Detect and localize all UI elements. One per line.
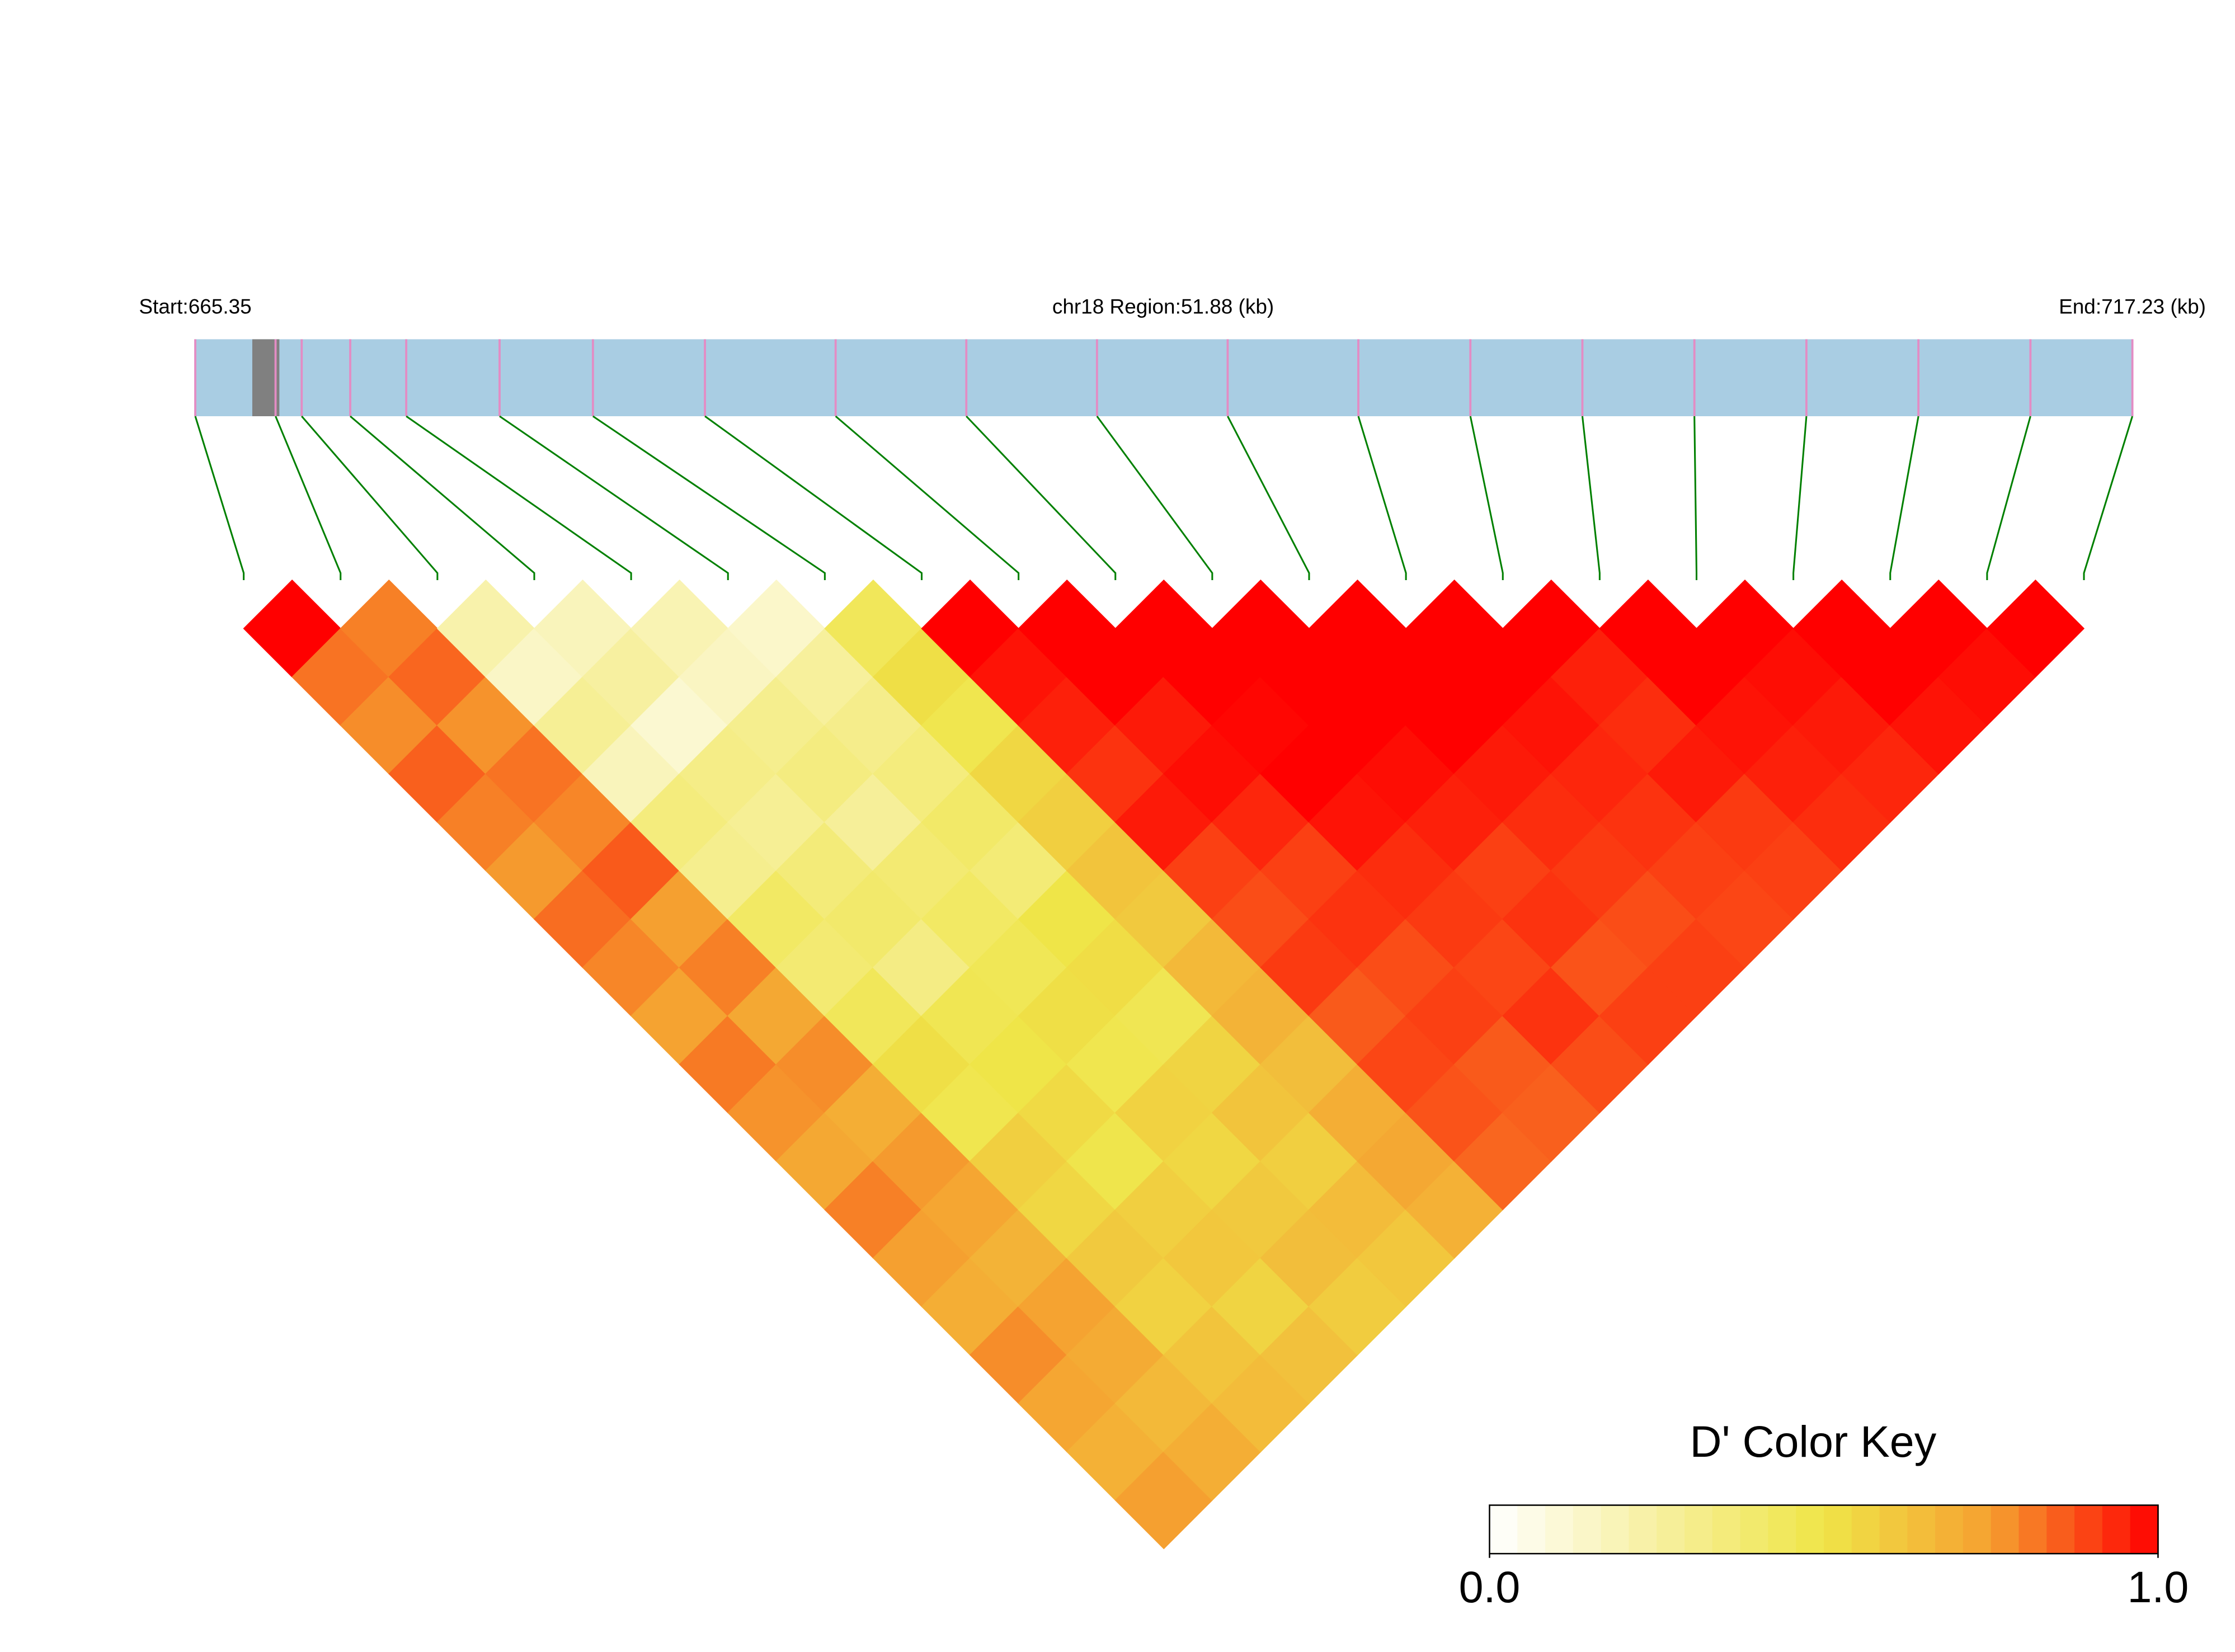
color-key-swatch [1768,1505,1797,1554]
snp-link [1096,416,1213,580]
snp-link [1581,416,1601,580]
snp-link [966,415,1117,580]
color-key-swatch [1657,1505,1686,1554]
color-key-swatch [2130,1505,2159,1554]
snp-link [835,415,1020,580]
snp-link [1889,416,1919,580]
color-key-swatch [1851,1505,1880,1554]
color-key-swatch [1823,1505,1853,1554]
track [194,339,2134,416]
snp-link [1792,416,1808,580]
snp-link [1469,416,1504,580]
color-key-label: 1.0 [2128,1562,2189,1612]
links [194,415,2134,580]
color-key-swatch [1712,1505,1741,1554]
snp-link [1986,416,2031,580]
snp-link [704,415,923,580]
color-key-swatch [1907,1505,1936,1554]
snp-link [499,415,729,580]
color-key-swatch [2046,1505,2076,1554]
color-key-swatch [1517,1505,1546,1554]
color-key-swatch [1963,1505,1992,1554]
color-key-swatch [1489,1505,1518,1554]
color-key-swatch [1879,1505,1908,1554]
color-key-frame [1489,1504,2159,1555]
snp-link [592,415,826,580]
color-key-swatch [1796,1505,1825,1554]
snp-link [2083,416,2134,580]
snp-link [275,416,342,580]
snp-link [350,415,535,580]
color-key-swatch [1991,1505,2020,1554]
heatmap [243,579,2085,1550]
color-key-swatch [1740,1505,1769,1554]
ld-cell [1986,579,2085,678]
snp-link [1357,416,1407,580]
color-key-swatch [1545,1505,1574,1554]
snp-link [406,415,632,580]
color-key-swatch [2074,1505,2104,1554]
snp-link [1227,416,1310,580]
color-key: D' Color Key 0.0 1.0 [1459,1417,2189,1612]
color-key-swatch [1629,1505,1658,1554]
snp-link [301,415,439,580]
chart-title: chr18 Region:51.88 (kb) [1052,295,1274,318]
start-label: Start:665.35 [139,295,251,318]
color-key-title: D' Color Key [1690,1417,1936,1466]
color-key-swatch [1685,1505,1714,1554]
color-key-swatch [2018,1505,2048,1554]
color-key-swatch [1935,1505,1964,1554]
snp-link [1693,416,1698,580]
color-key-swatch [1573,1505,1602,1554]
end-label: End:717.23 (kb) [2059,295,2206,318]
color-key-swatch [2102,1505,2131,1554]
track-bar [195,339,2133,416]
color-key-swatch [1601,1505,1630,1554]
snp-link [194,416,245,580]
color-key-label: 0.0 [1459,1562,1521,1612]
